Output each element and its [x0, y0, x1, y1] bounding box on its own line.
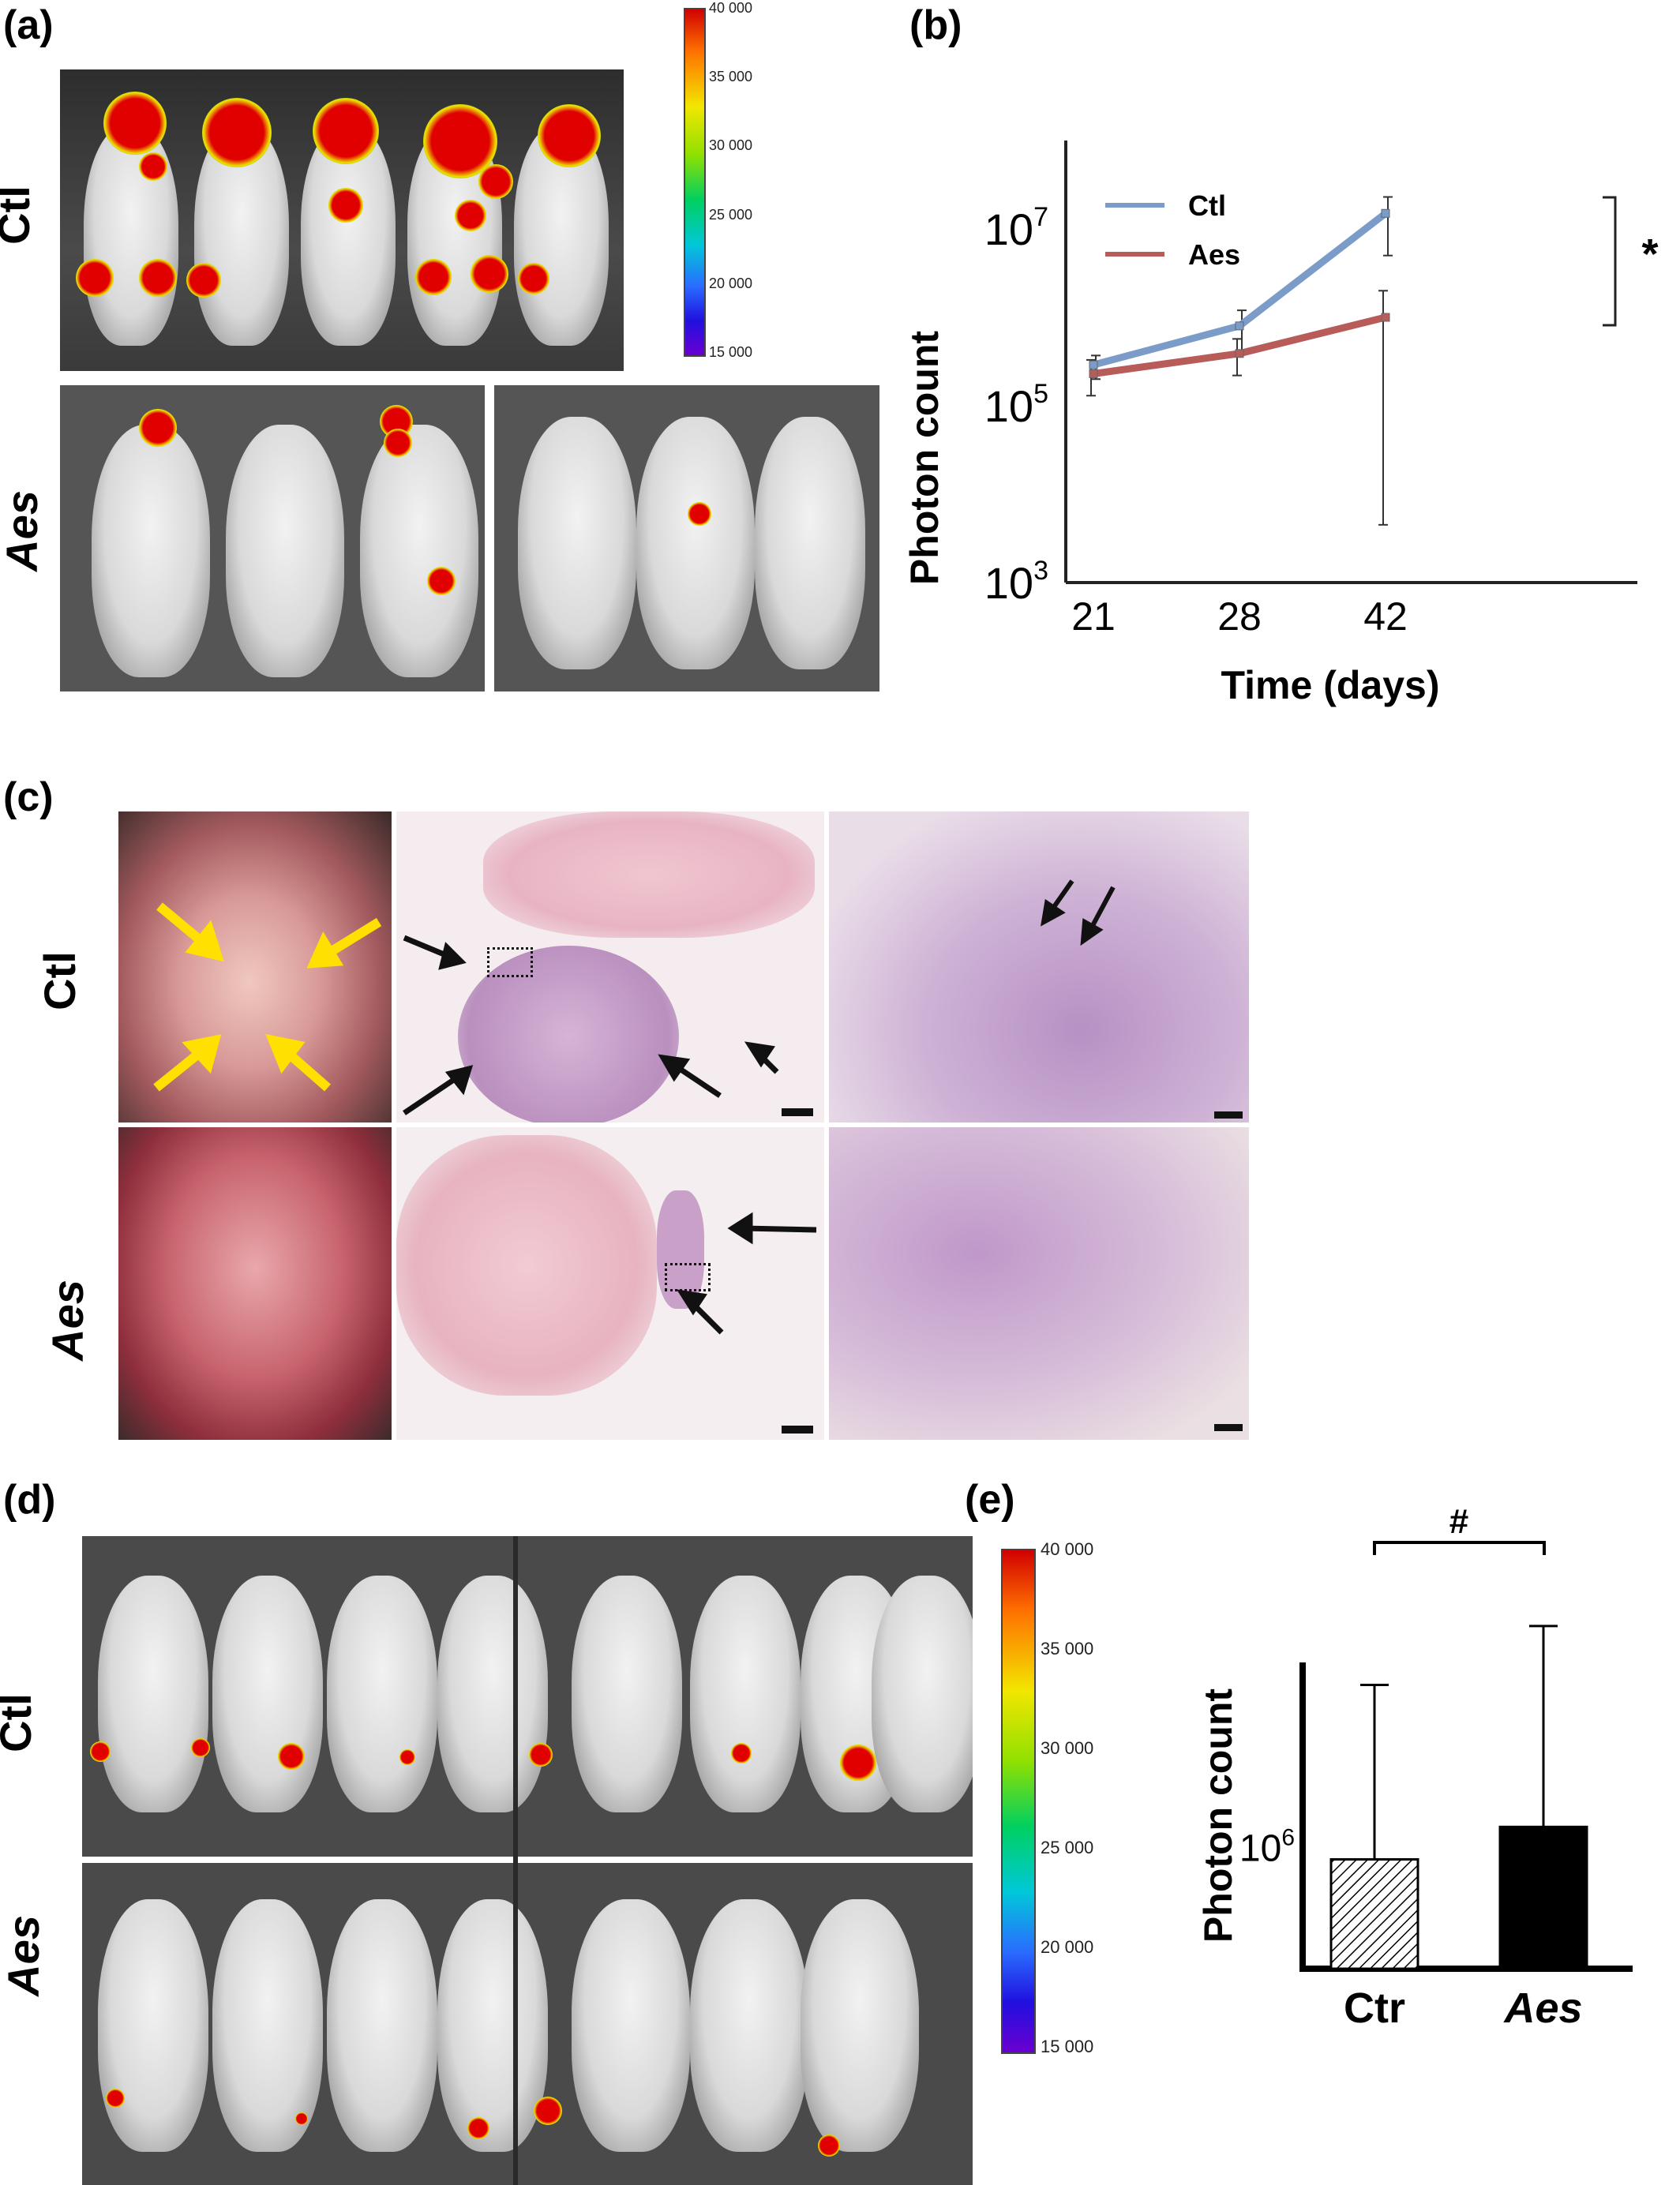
inset-box [665, 1263, 711, 1291]
colorbar-d-tick: 25 000 [1041, 1838, 1094, 1857]
panel-a-colorbar [684, 8, 706, 357]
scale-bar [1214, 1424, 1243, 1431]
x-tick-label: Ctr [1344, 1984, 1405, 2032]
colorbar-d-tick: 15 000 [1041, 2037, 1094, 2056]
panel-a-row-aes-label: Aes [0, 490, 47, 572]
panel-d-imaging-photo [82, 1536, 973, 2185]
panel-c-ctl-gross-photo [118, 811, 392, 1122]
panel-e-label: (e) [965, 1477, 1015, 1523]
x-tick-label: Aes [1502, 1984, 1582, 2032]
colorbar-d-tick: 40 000 [1041, 1539, 1094, 1559]
colorbar-a-tick: 25 000 [709, 207, 753, 223]
data-point [1089, 369, 1098, 378]
x-axis-label: Time (days) [1221, 663, 1440, 707]
panel-d-colorbar [1001, 1549, 1036, 2054]
panel-e-bar-chart: Ctr Aes 106 # Photon count [1196, 1502, 1633, 2032]
panel-a-label: (a) [3, 2, 54, 48]
panel-b-line-chart: 103 105 107 21 28 42 Ctl Aes * Time (days) Pho… [902, 141, 1659, 707]
panel-a-ctl-imaging-photo [60, 69, 624, 371]
colorbar-d-tick: 20 000 [1041, 1937, 1094, 1957]
panel-b-label: (b) [909, 2, 962, 48]
black-arrows [1041, 879, 1243, 1119]
panel-c-row-aes-label: Aes [42, 1280, 92, 1361]
legend-label: Aes [1188, 238, 1240, 271]
colorbar-a-tick: 30 000 [709, 137, 753, 153]
panel-c-aes-gross-photo [118, 1127, 392, 1440]
colorbar-d-tick: 35 000 [1041, 1639, 1094, 1658]
black-arrows [676, 1212, 817, 1434]
panel-d-label: (d) [3, 1477, 56, 1523]
y-tick-label: 103 [984, 556, 1048, 608]
colorbar-d-tick: 30 000 [1041, 1738, 1094, 1758]
panel-c-aes-histology-highmag [829, 1127, 1249, 1440]
legend-label: Ctl [1188, 189, 1226, 222]
data-point [1381, 313, 1390, 322]
data-point [1089, 360, 1098, 369]
black-arrows [403, 935, 813, 1116]
bar-ctr [1329, 1857, 1419, 1970]
data-point [1381, 208, 1390, 218]
y-tick-label: 106 [1239, 1825, 1295, 1870]
panel-d-row-aes-label: Aes [0, 1915, 48, 1996]
panel-c-ctl-histology-highmag [829, 811, 1249, 1122]
x-tick-label: 28 [1217, 594, 1262, 639]
colorbar-a-tick: 20 000 [709, 275, 753, 291]
y-tick-label: 105 [984, 379, 1048, 431]
panel-c-aes-histology-lowmag [396, 1127, 824, 1440]
scale-bar [782, 1108, 813, 1116]
panel-c-ctl-histology-lowmag [396, 811, 824, 1122]
data-point [1235, 349, 1244, 358]
scale-bar [782, 1426, 813, 1434]
x-tick-label: 21 [1071, 594, 1116, 639]
yellow-arrows [153, 902, 382, 1092]
panel-c-row-ctl-label: Ctl [34, 951, 84, 1010]
bar-aes [1498, 1825, 1588, 1970]
data-point [1235, 321, 1244, 331]
scale-bar [1214, 1111, 1243, 1119]
series-line-ctl [1092, 210, 1388, 369]
significance-hash: # [1449, 1502, 1468, 1541]
significance-bracket [1603, 196, 1617, 327]
inset-box [487, 947, 533, 977]
panel-c-label: (c) [3, 774, 54, 820]
y-axis-label: Photon count [902, 331, 947, 585]
panel-a-aes-imaging-photo-left [60, 385, 485, 691]
colorbar-a-tick: 35 000 [709, 69, 753, 84]
x-tick-label: 42 [1363, 594, 1408, 639]
y-axis-label: Photon count [1196, 1688, 1240, 1943]
panel-a-row-ctl-label: Ctl [0, 186, 39, 245]
panel-d-row-ctl-label: Ctl [0, 1693, 40, 1752]
panel-a-aes-imaging-photo-right [494, 385, 879, 691]
colorbar-a-tick: 15 000 [709, 344, 753, 360]
significance-star: * [1641, 230, 1658, 278]
colorbar-a-tick: 40 000 [709, 0, 753, 16]
y-tick-label: 107 [984, 202, 1048, 254]
significance-bracket [1373, 1541, 1546, 1555]
